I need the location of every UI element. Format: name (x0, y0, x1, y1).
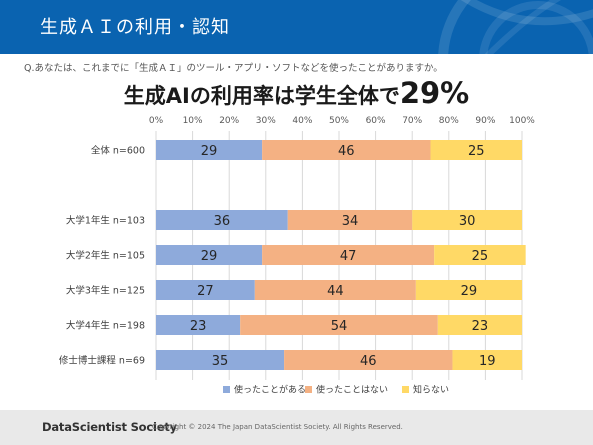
bar-segment (287, 210, 413, 230)
category-label: 大学4年生 n=198 (66, 320, 145, 332)
data-label: 19 (479, 354, 496, 369)
legend-swatch (402, 386, 409, 393)
data-label: 25 (472, 249, 489, 264)
bar-segment (156, 280, 255, 300)
category-label: 大学2年生 n=105 (66, 250, 145, 262)
x-tick-label: 20% (219, 116, 239, 126)
category-label: 大学3年生 n=125 (66, 285, 145, 297)
data-label: 29 (461, 284, 478, 299)
legend-label: 使ったことはない (316, 384, 388, 396)
x-tick-label: 40% (292, 116, 312, 126)
bar-segment (262, 140, 431, 160)
page-title: 生成ＡＩの利用・認知 (40, 17, 230, 38)
x-tick-label: 80% (439, 116, 459, 126)
legend-label: 知らない (413, 384, 449, 396)
stacked-bar-chart: 0% 10% 20% 30% 40% 50% 60% 70% 80% 90% 100% 全体 n=60… (59, 116, 535, 396)
data-label: 44 (327, 284, 344, 299)
data-label: 36 (214, 214, 231, 229)
bar-segment (156, 140, 263, 160)
bar-segment (240, 315, 438, 335)
headline-text: 生成AIの利用率は学生全体で (123, 84, 400, 108)
data-label: 30 (459, 214, 476, 229)
data-label: 46 (338, 144, 355, 159)
bar-segment (156, 350, 285, 370)
bar-segment (156, 210, 288, 230)
data-label: 46 (360, 354, 377, 369)
x-tick-label: 100% (509, 116, 535, 126)
x-tick-label: 30% (256, 116, 276, 126)
footer: DataScientist Society Copyright © 2024 T… (0, 410, 593, 445)
x-tick-label: 70% (402, 116, 422, 126)
chart-headline: 生成AIの利用率は学生全体で29% (0, 76, 593, 110)
data-label: 34 (342, 214, 359, 229)
bar-segment (156, 315, 241, 335)
legend-swatch (305, 386, 312, 393)
bar-segment (412, 210, 522, 230)
x-tick-label: 90% (475, 116, 495, 126)
data-label: 25 (468, 144, 485, 159)
data-label: 29 (201, 249, 218, 264)
footer-copyright: Copyright © 2024 The Japan DataScientist… (152, 423, 403, 431)
data-label: 29 (201, 144, 218, 159)
x-tick-label: 10% (183, 116, 203, 126)
bar-segment (262, 245, 435, 265)
header-banner: 生成ＡＩの利用・認知 (0, 0, 593, 54)
data-label: 47 (340, 249, 357, 264)
data-label: 54 (331, 319, 348, 334)
x-tick-label: 60% (366, 116, 386, 126)
data-label: 35 (212, 354, 229, 369)
footer-brand-logo: DataScientist Society (42, 420, 177, 434)
bar-segment (284, 350, 453, 370)
legend-label: 使ったことがある (234, 384, 306, 396)
bar-segment (437, 315, 522, 335)
category-label: 全体 n=600 (91, 145, 145, 157)
data-label: 23 (472, 319, 489, 334)
bar-segment (254, 280, 416, 300)
bar-segment (452, 350, 522, 370)
bar-segment (430, 140, 522, 160)
legend-swatch (223, 386, 230, 393)
x-tick-label: 50% (329, 116, 349, 126)
headline-percent: 29% (399, 76, 470, 110)
header-decoration-icon (438, 0, 593, 54)
category-label: 大学1年生 n=103 (66, 215, 145, 227)
bar-segment (434, 245, 526, 265)
category-label: 修士博士課程 n=69 (59, 355, 145, 367)
bar-segment (415, 280, 522, 300)
data-label: 23 (190, 319, 207, 334)
data-label: 27 (197, 284, 214, 299)
survey-question: Q.あなたは、これまでに「生成ＡＩ」のツール・アプリ・ソフトなどを使ったことがあ… (24, 63, 443, 74)
x-tick-label: 0% (149, 116, 164, 126)
bar-segment (156, 245, 263, 265)
